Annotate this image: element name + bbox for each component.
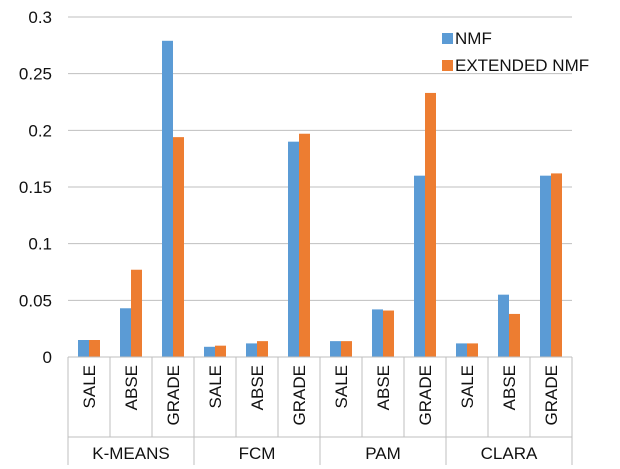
gridlines: [68, 16, 572, 301]
category-label: SALE: [332, 365, 351, 408]
legend-label: EXTENDED NMF: [455, 56, 589, 75]
bar-nmf: [288, 141, 299, 357]
category-label: ABSE: [248, 365, 267, 410]
bar-extended-nmf: [215, 345, 226, 357]
category-label: SALE: [458, 365, 477, 408]
group-label: FCM: [239, 444, 276, 463]
category-label: GRADE: [416, 365, 435, 425]
bar-nmf: [162, 40, 173, 358]
bar-nmf: [120, 308, 131, 357]
bar-extended-nmf: [383, 310, 394, 357]
bar-extended-nmf: [299, 133, 310, 357]
bars: [78, 40, 562, 358]
legend-label: NMF: [455, 29, 492, 48]
bar-extended-nmf: [89, 340, 100, 357]
legend-swatch: [442, 60, 453, 71]
group-label: K-MEANS: [92, 444, 169, 463]
bar-extended-nmf: [509, 313, 520, 357]
category-label: GRADE: [164, 365, 183, 425]
category-label: SALE: [80, 365, 99, 408]
group-label: CLARA: [481, 444, 538, 463]
y-tick-label: 0.25: [19, 65, 52, 84]
y-tick-label: 0.2: [28, 121, 52, 140]
bar-extended-nmf: [425, 92, 436, 357]
bar-extended-nmf: [131, 269, 142, 357]
x-axis: SALE ABSE GRADE SALE ABSE GRADE SALE ABSE GRADE S…: [67, 356, 573, 465]
bar-extended-nmf: [467, 343, 478, 357]
bar-nmf: [78, 340, 89, 357]
y-axis: 0 0.05 0.1 0.15 0.2 0.25 0.3: [19, 8, 52, 367]
legend: NMF EXTENDED NMF: [442, 29, 589, 75]
bar-nmf: [498, 294, 509, 357]
y-tick-label: 0.3: [28, 8, 52, 27]
bar-nmf: [246, 343, 257, 357]
bar-nmf: [372, 309, 383, 357]
group-label: PAM: [365, 444, 401, 463]
bar-nmf: [540, 175, 551, 357]
bar-extended-nmf: [551, 173, 562, 357]
category-label: GRADE: [542, 365, 561, 425]
bar-extended-nmf: [341, 341, 352, 357]
bar-nmf: [456, 343, 467, 357]
category-label: ABSE: [374, 365, 393, 410]
bar-extended-nmf: [257, 341, 268, 357]
bar-extended-nmf: [173, 137, 184, 357]
legend-swatch: [442, 33, 453, 44]
category-label: SALE: [206, 365, 225, 408]
bar-nmf: [204, 346, 215, 357]
category-label: GRADE: [290, 365, 309, 425]
category-label: ABSE: [500, 365, 519, 410]
bar-nmf: [330, 341, 341, 357]
bar-nmf: [414, 175, 425, 357]
y-tick-label: 0: [43, 348, 52, 367]
category-label: ABSE: [122, 365, 141, 410]
y-tick-label: 0.1: [28, 235, 52, 254]
y-tick-label: 0.15: [19, 178, 52, 197]
y-tick-label: 0.05: [19, 291, 52, 310]
